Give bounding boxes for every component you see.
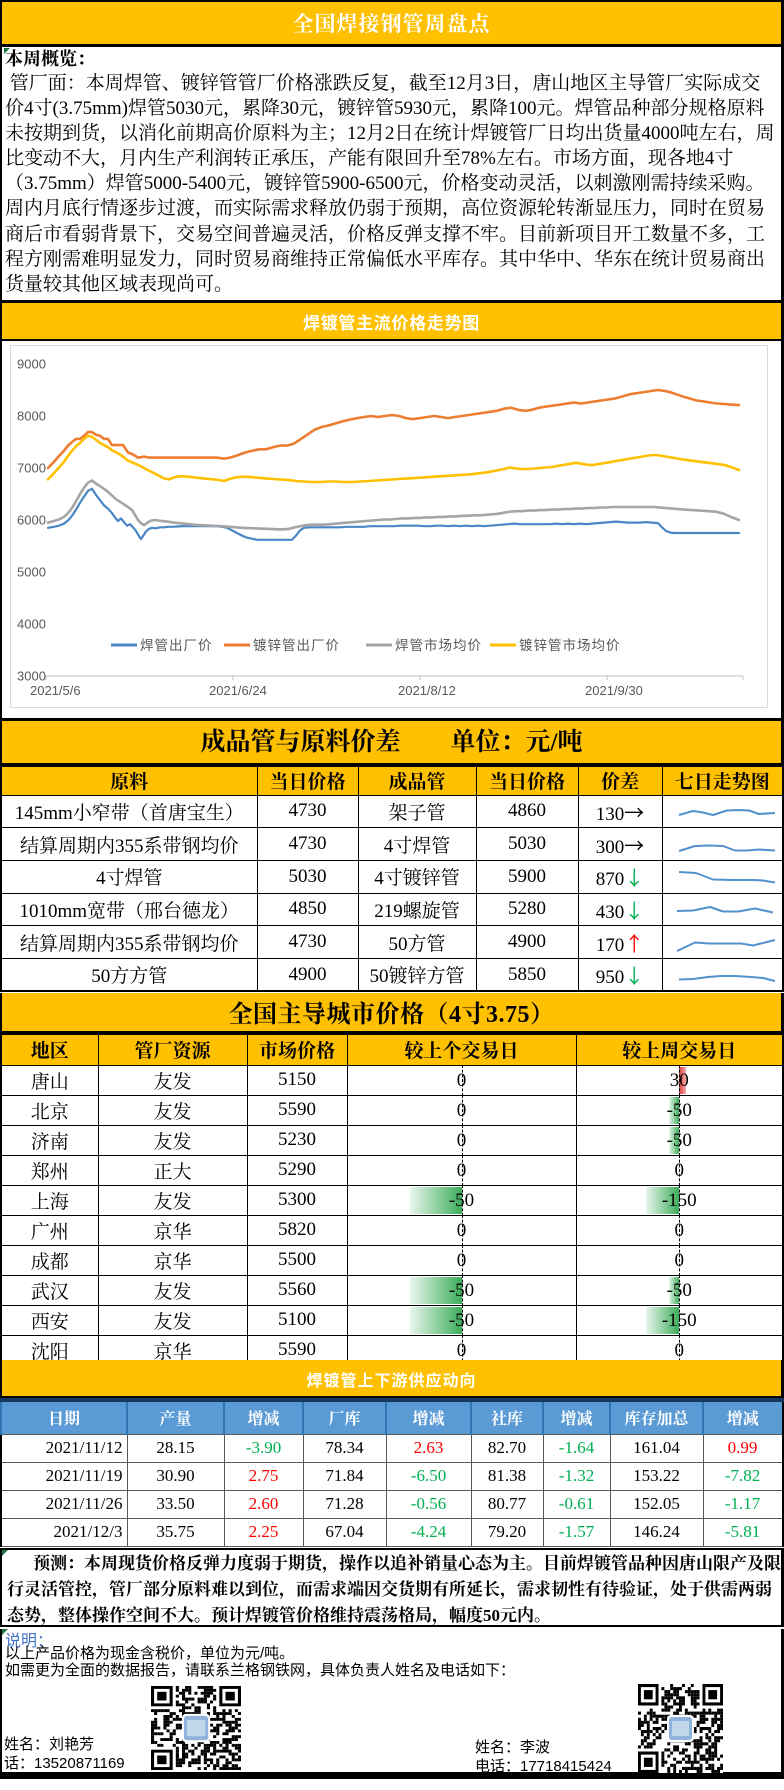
svg-text:2021/6/24: 2021/6/24 [209,683,267,698]
svg-text:6000: 6000 [17,513,46,528]
svg-text:7000: 7000 [17,461,46,476]
svg-text:2021/5/6: 2021/5/6 [30,683,81,698]
svg-text:9000: 9000 [17,357,46,372]
svg-text:3000: 3000 [17,669,46,684]
svg-text:2021/8/12: 2021/8/12 [398,683,456,698]
svg-text:5000: 5000 [17,565,46,580]
svg-text:8000: 8000 [17,409,46,424]
svg-text:焊管出厂价: 焊管出厂价 [140,638,213,653]
svg-text:焊管市场均价: 焊管市场均价 [395,637,482,653]
svg-text:镀锌管出厂价: 镀锌管出厂价 [253,637,340,653]
svg-text:2021/9/30: 2021/9/30 [585,683,643,698]
svg-text:4000: 4000 [17,617,46,632]
svg-text:镀锌管市场均价: 镀锌管市场均价 [519,637,621,653]
